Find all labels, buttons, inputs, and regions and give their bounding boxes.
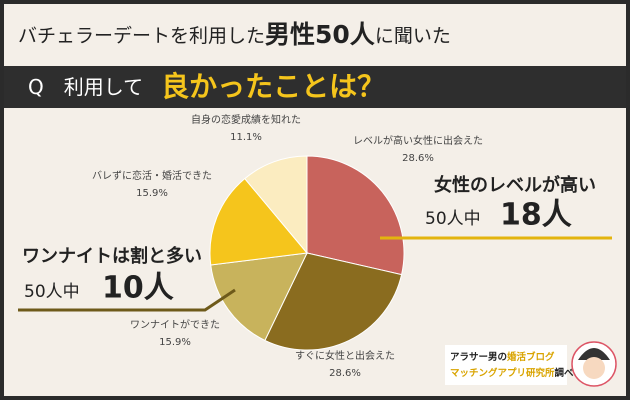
callout-prefix: 50人中	[425, 209, 481, 229]
callout-headline: 女性のレベルが高い	[434, 174, 596, 196]
callout-prefix: 50人中	[24, 282, 80, 302]
pie-slice	[210, 252, 308, 342]
credit-part: 調べ	[555, 367, 575, 379]
slice-label: バレずに恋活・婚活できた	[92, 169, 212, 182]
slice-value: 28.6%	[329, 368, 361, 379]
avatar-hair	[578, 348, 610, 360]
title-part: バチェラーデートを利用した	[18, 25, 265, 47]
pie-slice	[264, 252, 403, 351]
credit-part: 婚活ブログ	[506, 351, 555, 363]
callout-count: 18人	[500, 198, 572, 233]
question-part: Q 利用して	[28, 75, 143, 99]
slice-label: 自身の恋愛成績を知れた	[191, 113, 301, 126]
title-part: に聞いた	[375, 25, 451, 47]
slice-value: 15.9%	[136, 188, 168, 199]
callout-count: 10人	[102, 271, 174, 306]
question-emphasis: 良かったことは？	[161, 70, 385, 103]
pie-slice	[244, 155, 308, 255]
slice-value: 28.6%	[402, 153, 434, 164]
pie-slice	[209, 177, 308, 266]
credit-box	[445, 345, 567, 385]
credit-line: マッチングアプリ研究所調べ	[450, 367, 574, 379]
credit-part: アラサー男の	[450, 352, 507, 363]
callout-headline: ワンナイトは割と多い	[22, 245, 202, 267]
question-banner	[4, 66, 626, 108]
slice-value: 11.1%	[230, 132, 262, 143]
title-emphasis: 男性50人	[265, 20, 375, 49]
credit-part: マッチングアプリ研究所	[450, 367, 555, 379]
slice-label: レベルが高い女性に出会えた	[353, 134, 483, 147]
pie-slice	[306, 155, 405, 276]
slice-label: ワンナイトができた	[130, 318, 220, 331]
question: Q 利用して 良かったことは？	[28, 70, 385, 103]
slice-label: すぐに女性と出会えた	[295, 349, 395, 362]
callout-line	[18, 288, 236, 312]
credit-line: アラサー男の婚活ブログ	[450, 351, 555, 363]
avatar-face	[583, 357, 605, 379]
title: バチェラーデートを利用した男性50人に聞いた	[18, 20, 451, 49]
slice-value: 15.9%	[159, 337, 191, 348]
pie	[209, 155, 405, 351]
